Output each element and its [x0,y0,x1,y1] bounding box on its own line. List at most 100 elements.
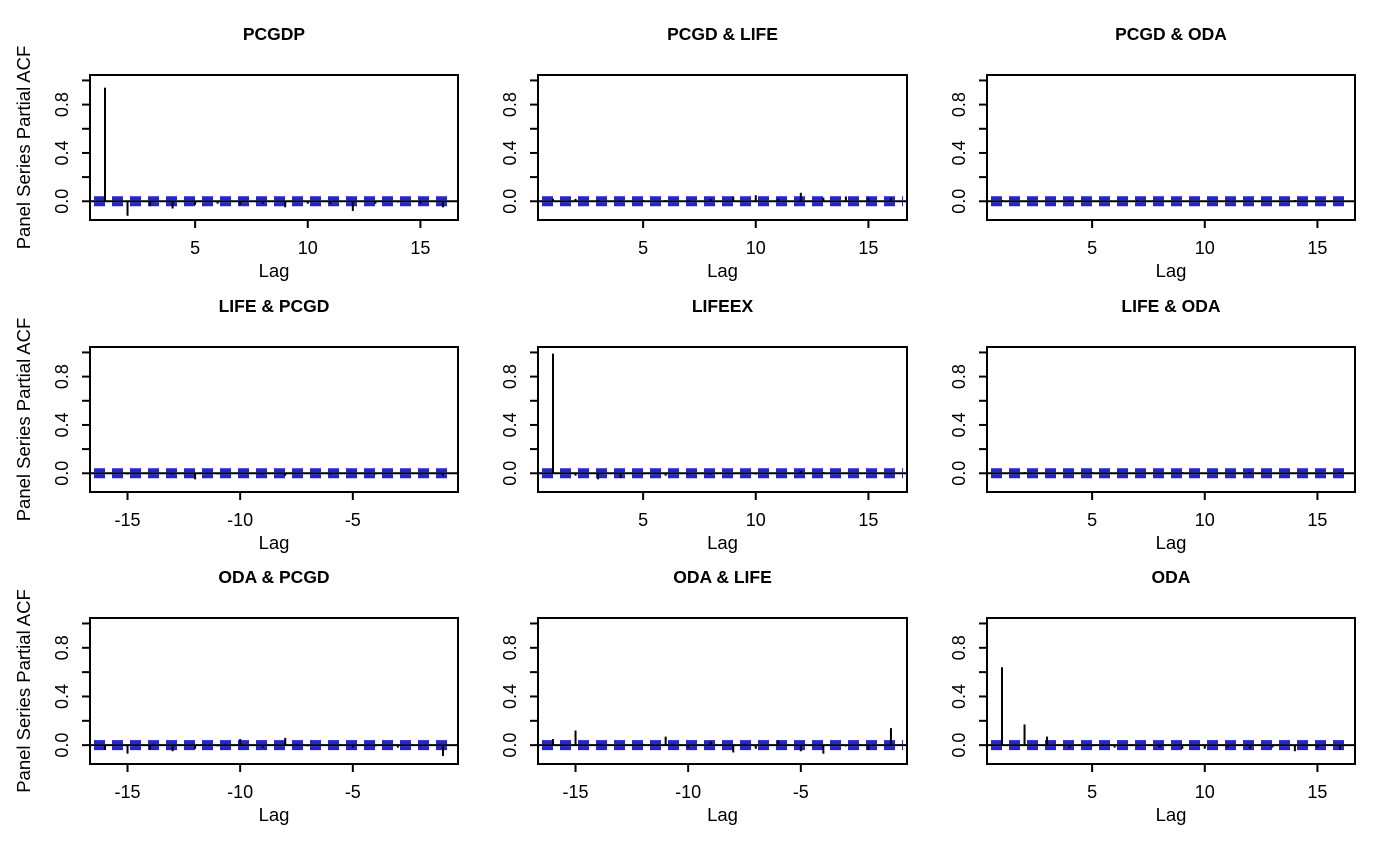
x-tick-label: -15 [563,782,589,802]
x-tick-label: -10 [675,782,701,802]
x-axis-label: Lag [1156,260,1187,281]
pacf-spikes [552,192,892,202]
pacf-panel-life-pcgd: LIFE & PCGD -15 -10 -5 Lag 0.0 0.4 0.8 Panel Ser… [13,296,459,553]
pacf-spikes [104,87,444,216]
y-tick-label: 0.0 [500,733,520,758]
y-tick-label: 0.8 [500,364,520,389]
panel-title: LIFEEX [692,296,754,316]
pacf-panel-oda-pcgd: ODA & PCGD -15 -10 -5 Lag 0.0 0.4 0.8 Panel Seri… [13,567,459,825]
pacf-spikes [1023,472,1341,474]
y-tick-label: 0.8 [949,92,969,117]
pacf-panel-pcgd-life: PCGD & LIFE 5 10 15 Lag 0.0 0.4 0.8 [500,24,908,281]
y-axis-label: Panel Series Partial ACF [13,589,34,793]
x-tick-label: 10 [746,510,766,530]
y-tick-label: 0.8 [500,635,520,660]
pacf-spikes [104,737,444,757]
x-tick-label: 5 [190,238,200,258]
x-axis-label: Lag [1156,532,1187,553]
x-tick-label: 15 [1307,238,1327,258]
x-tick-label: 15 [858,510,878,530]
pacf-panel-oda-life: ODA & LIFE -15 -10 -5 Lag 0.0 0.4 0.8 [500,567,908,825]
plot-border [986,346,1356,493]
y-tick-label: 0.8 [500,92,520,117]
x-tick-label: 5 [1087,238,1097,258]
y-tick-label: 0.4 [949,412,969,437]
y-tick-label: 0.0 [52,189,72,214]
x-tick-label: -10 [227,510,253,530]
plot-border [537,346,908,493]
pacf-panel-life-oda: LIFE & ODA 5 10 15 Lag 0.0 0.4 0.8 [949,296,1356,553]
pacf-spikes [126,473,444,480]
y-tick-label: 0.4 [500,412,520,437]
pacf-panel-oda: ODA 5 10 15 Lag 0.0 0.4 0.8 [949,567,1356,825]
pacf-spikes [1001,667,1341,752]
x-axis-label: Lag [707,804,738,825]
y-tick-label: 0.0 [949,461,969,486]
plot-border [986,74,1356,221]
y-axis-label: Panel Series Partial ACF [13,318,34,522]
x-axis-label: Lag [259,532,290,553]
x-axis-label: Lag [707,532,738,553]
y-tick-label: 0.4 [500,140,520,165]
x-tick-label: 10 [1195,782,1215,802]
x-axis-label: Lag [259,260,290,281]
plot-border [89,617,459,765]
x-tick-label: 15 [410,238,430,258]
y-tick-label: 0.0 [52,461,72,486]
x-tick-label: 10 [1195,238,1215,258]
y-tick-label: 0.4 [500,684,520,709]
x-tick-label: 10 [746,238,766,258]
y-tick-label: 0.4 [949,140,969,165]
y-tick-label: 0.4 [52,140,72,165]
x-axis-label: Lag [1156,804,1187,825]
plot-border [89,74,459,221]
x-tick-label: 5 [638,238,648,258]
plot-border [537,74,908,221]
x-axis-label: Lag [707,260,738,281]
y-tick-label: 0.8 [949,635,969,660]
pacf-panel-pcgd-oda: PCGD & ODA 5 10 15 Lag 0.0 0.4 0.8 [949,24,1356,281]
y-tick-label: 0.0 [949,733,969,758]
x-tick-label: -5 [345,782,361,802]
plot-border [89,346,459,493]
pacf-spikes [552,353,892,480]
x-tick-label: 5 [638,510,648,530]
panel-title: LIFE & PCGD [219,296,330,316]
x-tick-label: 15 [1307,782,1327,802]
plot-border [537,617,908,765]
x-axis-label: Lag [259,804,290,825]
x-tick-label: -5 [793,782,809,802]
x-tick-label: 15 [1307,510,1327,530]
x-tick-label: 15 [858,238,878,258]
y-tick-label: 0.8 [52,364,72,389]
y-tick-label: 0.4 [52,412,72,437]
y-tick-label: 0.8 [949,364,969,389]
x-tick-label: 10 [1195,510,1215,530]
pacf-panel-pcgdp: PCGDP 5 10 15 Lag 0.0 0.4 0.8 Panel Series Parti… [13,24,459,281]
x-tick-label: -15 [115,510,141,530]
x-tick-label: 5 [1087,510,1097,530]
panel-title: ODA & LIFE [673,567,772,587]
panel-title: PCGD & ODA [1115,24,1227,44]
panel-title: LIFE & ODA [1121,296,1221,316]
panel-title: ODA & PCGD [218,567,329,587]
y-tick-label: 0.0 [949,189,969,214]
panel-title: PCGDP [243,24,306,44]
x-tick-label: 5 [1087,782,1097,802]
y-tick-label: 0.0 [500,189,520,214]
y-tick-label: 0.0 [52,733,72,758]
pacf-spikes [552,728,892,754]
y-tick-label: 0.4 [949,684,969,709]
y-tick-label: 0.4 [52,684,72,709]
y-tick-label: 0.8 [52,92,72,117]
x-tick-label: -15 [115,782,141,802]
panel-title: PCGD & LIFE [667,24,778,44]
plot-border [986,617,1356,765]
y-tick-label: 0.0 [500,461,520,486]
pacf-spikes [1001,200,1296,202]
y-tick-label: 0.8 [52,635,72,660]
x-tick-label: -5 [345,510,361,530]
panel-title: ODA [1152,567,1191,587]
